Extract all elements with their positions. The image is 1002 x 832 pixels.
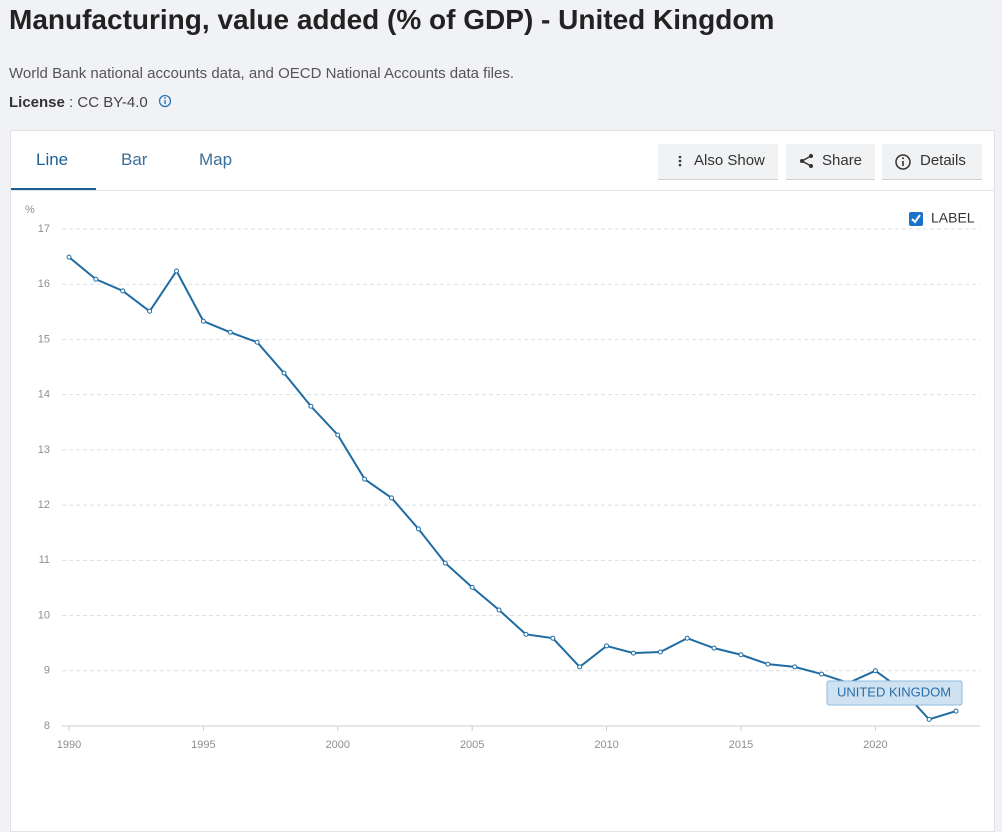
point: [254, 339, 260, 345]
y-tick-label: 14: [38, 389, 50, 401]
point: [604, 643, 610, 649]
page-title: Manufacturing, value added (% of GDP) - …: [9, 4, 775, 35]
tab-bar: Line Bar Map Also Show Share Details: [11, 131, 994, 191]
y-tick-label: 16: [38, 278, 50, 290]
point: [66, 254, 72, 260]
series-line: [68, 256, 957, 721]
point: [577, 664, 583, 670]
license: License : CC BY-4.0: [9, 94, 172, 111]
point: [415, 526, 421, 532]
icon: [678, 155, 682, 167]
button-label: Share: [822, 152, 863, 169]
y-tick-label: 15: [38, 333, 50, 345]
point: [738, 652, 744, 658]
button-label: Details: [920, 152, 966, 169]
point: [496, 607, 502, 613]
point: [147, 308, 153, 314]
y-tick-label: 8: [44, 720, 50, 732]
chart: % 8 9 10 11 12 13 14 15 16 17 1990 1995 2000 2005 2010 2…: [25, 204, 980, 751]
subtitle: World Bank national accounts data, and O…: [9, 65, 515, 82]
label-toggle[interactable]: LABEL: [909, 210, 975, 226]
tab[interactable]: Bar: [121, 150, 148, 169]
point: [711, 645, 717, 651]
x-tick-label: 2020: [863, 739, 887, 751]
point: [792, 664, 798, 670]
point: [630, 650, 636, 656]
point: [523, 631, 529, 637]
point: [308, 403, 314, 409]
label-toggle-text: LABEL: [931, 210, 975, 226]
y-tick-label: 9: [44, 665, 50, 677]
x-tick-label: 1995: [191, 739, 215, 751]
point: [281, 370, 287, 376]
point: [953, 708, 959, 714]
info-icon[interactable]: [158, 94, 172, 108]
point: [200, 318, 206, 324]
point: [872, 668, 878, 674]
checkmark: [911, 214, 921, 224]
point: [93, 276, 99, 282]
y-axis-label: %: [25, 204, 35, 216]
chart-card: Line Bar Map Also Show Share Details % 8 9…: [10, 130, 995, 832]
y-tick-label: 12: [38, 499, 50, 511]
license-label: License: [9, 94, 65, 111]
point: [335, 432, 341, 438]
point: [765, 661, 771, 667]
icon: [895, 154, 911, 170]
x-tick-label: 2005: [460, 739, 484, 751]
point: [657, 649, 663, 655]
point: [926, 716, 932, 722]
series-label: UNITED KINGDOM: [837, 684, 951, 699]
y-tick-label: 10: [38, 609, 50, 621]
point: [819, 671, 825, 677]
point: [174, 268, 180, 274]
point: [550, 635, 556, 641]
tab[interactable]: Map: [199, 150, 233, 169]
also-show-button[interactable]: Also Show: [658, 144, 778, 180]
x-tick-label: 2010: [594, 739, 618, 751]
x-tick-label: 2015: [729, 739, 753, 751]
y-tick-label: 17: [38, 223, 50, 235]
point: [684, 635, 690, 641]
point: [120, 288, 126, 294]
y-tick-label: 13: [38, 444, 50, 456]
point: [469, 584, 475, 590]
y-tick-label: 11: [39, 554, 50, 566]
x-tick-label: 2000: [326, 739, 350, 751]
point: [227, 329, 233, 335]
x-tick-label: 1990: [57, 739, 81, 751]
button-label: Also Show: [694, 152, 765, 169]
license-value: CC BY-4.0: [77, 94, 148, 111]
point: [389, 495, 395, 501]
point: [362, 476, 368, 482]
details-button[interactable]: Details: [882, 144, 982, 180]
tab-indicator: [11, 188, 96, 190]
series-label-box: [826, 680, 963, 706]
icon: [800, 154, 813, 168]
tab[interactable]: Line: [36, 150, 69, 169]
license-sep: :: [69, 94, 74, 111]
share-button[interactable]: Share: [786, 144, 875, 180]
point: [442, 560, 448, 566]
